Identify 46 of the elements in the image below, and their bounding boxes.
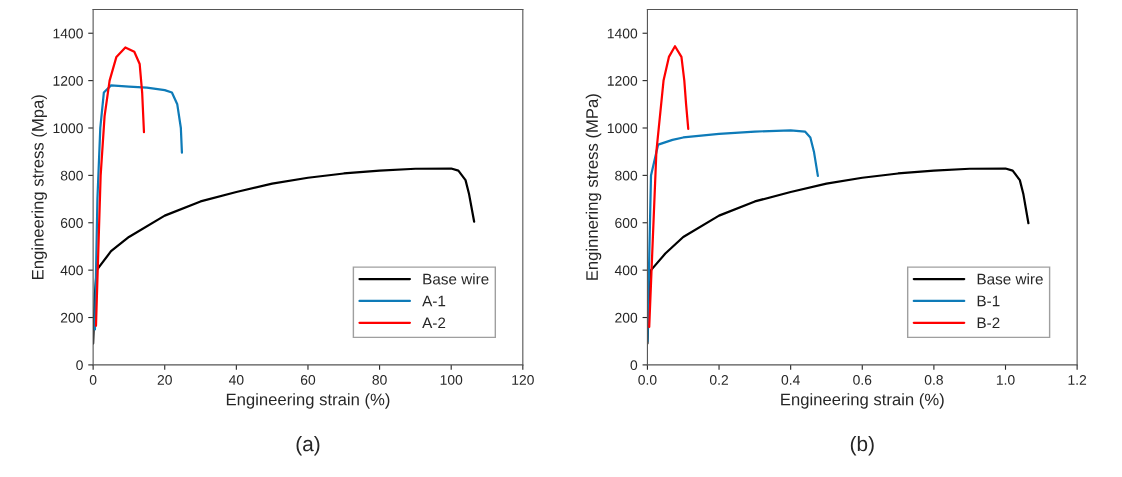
y-tick-label: 1200 (53, 75, 83, 86)
x-tick-label: 40 (228, 374, 244, 385)
y-tick-label: 600 (615, 218, 638, 228)
line-series (648, 45, 690, 329)
x-tick-label: 0.0 (638, 374, 657, 385)
line-series (94, 46, 146, 327)
x-tick-label: 1.2 (1068, 374, 1087, 385)
x-tick-label: 100 (440, 374, 463, 385)
x-tick-label: 0.8 (924, 374, 943, 385)
y-axis-title: Engineering stress (Mpa) (31, 95, 47, 279)
y-tick-label: 0 (630, 360, 638, 371)
x-tick-label: 20 (157, 374, 172, 385)
legend-label: Base wire (977, 273, 1043, 285)
x-tick-label: 0 (89, 374, 97, 385)
y-tick-label: 1400 (53, 28, 83, 39)
y-tick-label: 1000 (607, 123, 638, 134)
x-axis-title: Engineering strain (%) (781, 393, 944, 409)
line-series (647, 129, 819, 343)
x-tick-label: 120 (512, 374, 534, 385)
legend-label: A-2 (422, 317, 446, 329)
x-tick-label: 0.6 (853, 374, 872, 385)
y-tick-label: 400 (614, 265, 638, 276)
y-tick-label: 0 (76, 360, 83, 371)
line-series (93, 84, 184, 331)
y-tick-label: 400 (60, 265, 83, 276)
legend-label: B-1 (977, 295, 1000, 307)
y-tick-label: 1000 (53, 123, 83, 134)
y-tick-label: 1400 (607, 28, 638, 39)
y-tick-label: 200 (615, 312, 638, 323)
legend-label: Base wire (423, 273, 489, 285)
x-tick-label: 0.2 (709, 374, 728, 385)
x-tick-label: 60 (300, 374, 316, 385)
y-tick-label: 600 (60, 218, 83, 228)
x-axis-title: Engineering strain (%) (226, 393, 390, 409)
y-tick-label: 800 (60, 170, 83, 181)
x-tick-label: 80 (372, 374, 387, 385)
text: (b) (850, 435, 874, 456)
x-tick-label: 0.4 (781, 374, 800, 385)
y-tick-label: 800 (615, 170, 638, 181)
text: (a) (296, 435, 320, 456)
y-tick-label: 200 (60, 312, 83, 323)
legend-label: A-1 (422, 295, 446, 307)
y-axis-title: Enginnering stress (MPa) (585, 94, 602, 280)
y-tick-label: 1200 (607, 75, 638, 86)
x-tick-label: 1.0 (996, 374, 1015, 385)
legend-label: B-2 (977, 317, 1000, 329)
